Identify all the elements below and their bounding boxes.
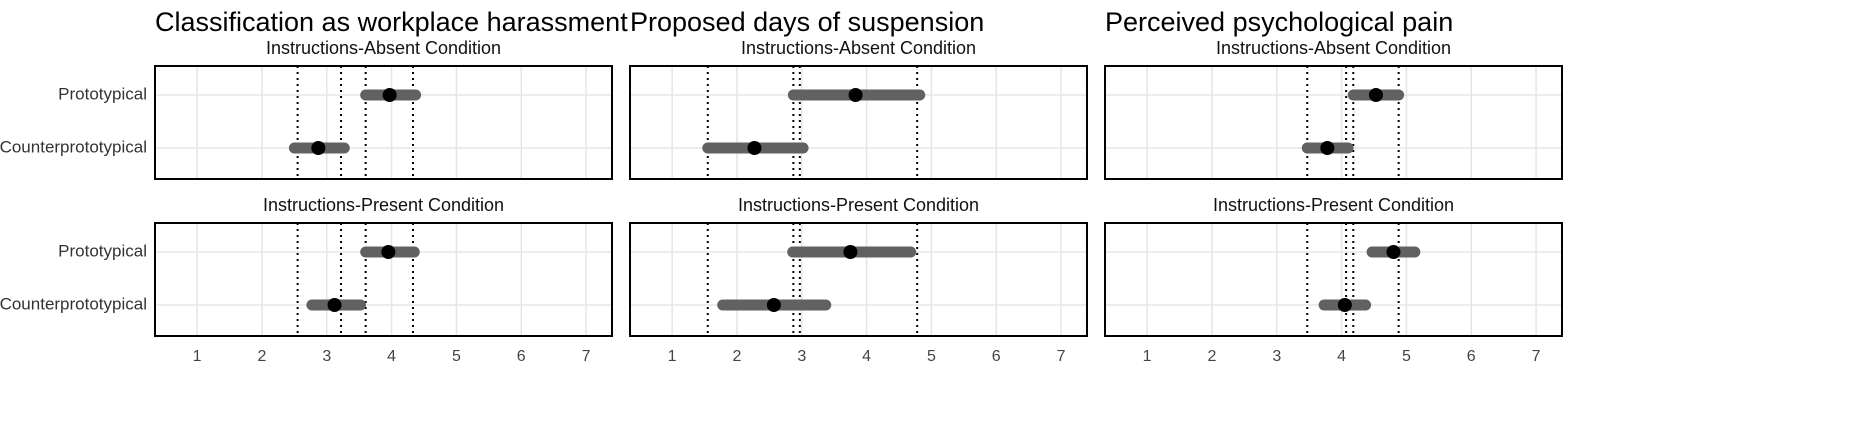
category-label: Prototypical xyxy=(58,84,147,103)
x-tick-label: 2 xyxy=(258,348,267,365)
x-tick-label: 7 xyxy=(582,348,591,365)
x-tick-label: 4 xyxy=(387,348,396,365)
x-tick-label: 3 xyxy=(797,348,806,365)
panel-3-2: Instructions-Present Condition xyxy=(1104,195,1563,337)
condition-label: Instructions-Absent Condition xyxy=(1216,38,1451,58)
point-estimate xyxy=(747,141,762,155)
point-estimate xyxy=(1368,88,1383,102)
column-2: Proposed days of suspensionInstructions-… xyxy=(629,7,1088,365)
x-tick-label: 5 xyxy=(452,348,461,365)
point-estimate xyxy=(1337,298,1352,312)
point-estimate xyxy=(381,245,396,259)
panel-2-2: Instructions-Present Condition xyxy=(629,195,1088,337)
condition-label: Instructions-Present Condition xyxy=(738,195,979,215)
x-tick-label: 5 xyxy=(927,348,936,365)
point-estimate xyxy=(311,141,326,155)
condition-label: Instructions-Present Condition xyxy=(263,195,504,215)
condition-label: Instructions-Absent Condition xyxy=(741,38,976,58)
x-tick-label: 6 xyxy=(992,348,1001,365)
x-tick-label: 2 xyxy=(1208,348,1217,365)
point-estimate xyxy=(327,298,342,312)
panel-border xyxy=(1104,222,1563,337)
x-tick-label: 7 xyxy=(1057,348,1066,365)
condition-label: Instructions-Present Condition xyxy=(1213,195,1454,215)
column-title: Proposed days of suspension xyxy=(630,7,984,37)
panel-2-1: Instructions-Absent Condition xyxy=(629,38,1088,180)
x-tick-label: 5 xyxy=(1402,348,1411,365)
panel-1-1: Instructions-Absent Condition xyxy=(154,38,613,180)
panel-border xyxy=(154,65,613,180)
point-estimate xyxy=(766,298,781,312)
panel-border xyxy=(629,222,1088,337)
point-estimate xyxy=(382,88,397,102)
category-label: Prototypical xyxy=(58,241,147,260)
point-estimate xyxy=(1386,245,1401,259)
column-title: Classification as workplace harassment xyxy=(155,7,628,37)
point-estimate xyxy=(1320,141,1335,155)
panel-border xyxy=(629,65,1088,180)
column-1: Classification as workplace harassmentIn… xyxy=(154,7,628,365)
x-tick-label: 6 xyxy=(1467,348,1476,365)
point-estimate xyxy=(843,245,858,259)
x-tick-label: 3 xyxy=(322,348,331,365)
x-tick-label: 1 xyxy=(668,348,677,365)
x-tick-label: 2 xyxy=(733,348,742,365)
panel-border xyxy=(154,222,613,337)
x-tick-label: 4 xyxy=(1337,348,1346,365)
x-tick-label: 3 xyxy=(1272,348,1281,365)
x-tick-label: 6 xyxy=(517,348,526,365)
panel-border xyxy=(1104,65,1563,180)
column-title: Perceived psychological pain xyxy=(1105,7,1453,37)
panel-1-2: Instructions-Present Condition xyxy=(154,195,613,337)
panel-3-1: Instructions-Absent Condition xyxy=(1104,38,1563,180)
column-3: Perceived psychological painInstructions… xyxy=(1104,7,1563,365)
category-label: Counterprototypical xyxy=(0,294,147,313)
x-tick-label: 1 xyxy=(193,348,202,365)
x-tick-label: 7 xyxy=(1532,348,1541,365)
x-tick-label: 4 xyxy=(862,348,871,365)
category-label: Counterprototypical xyxy=(0,137,147,156)
point-estimate xyxy=(848,88,863,102)
condition-label: Instructions-Absent Condition xyxy=(266,38,501,58)
x-tick-label: 1 xyxy=(1143,348,1152,365)
